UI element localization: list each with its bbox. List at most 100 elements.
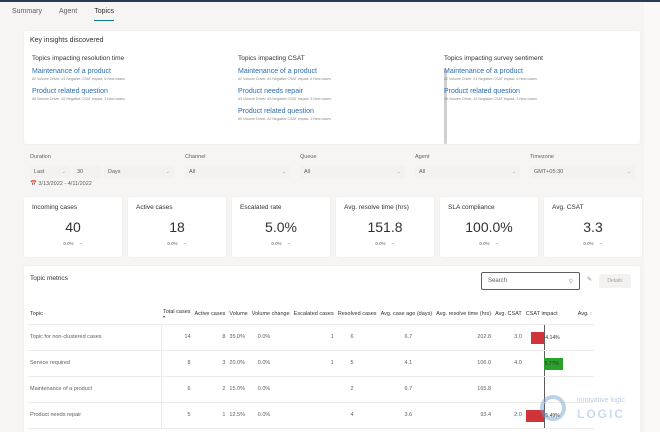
- timezone-label: Timezone: [530, 154, 554, 160]
- cell-avg-resolve-time: 93.4: [434, 402, 494, 429]
- kpi-value: 5.0%: [265, 219, 297, 235]
- tab-bar: Summary Agent Topics: [12, 8, 114, 21]
- negative-impact-bar: [530, 331, 544, 344]
- cell-avg-resolve-time: 202.8: [434, 324, 494, 351]
- positive-impact-bar: [543, 357, 563, 370]
- cell-avg-resolve-time: 165.8: [434, 376, 494, 403]
- chevron-down-icon: ⌄: [61, 169, 66, 175]
- kpi-label: Active cases: [136, 204, 173, 211]
- cell-active-cases: 8: [192, 324, 228, 351]
- column-header-avg-truncated[interactable]: Avg. :: [575, 304, 594, 325]
- cell-escalated-cases: 1: [291, 324, 336, 351]
- insight-column-heading: Topics impacting survey sentiment: [444, 55, 543, 62]
- column-header-avg-csat[interactable]: Avg. CSAT: [493, 304, 524, 325]
- search-input[interactable]: Search ⚲: [481, 272, 580, 290]
- column-header-volume[interactable]: Volume: [227, 304, 250, 325]
- search-icon: ⚲: [568, 278, 573, 285]
- kpi-value: 100.0%: [465, 219, 513, 235]
- column-header-csat-impact[interactable]: CSAT impact: [523, 304, 576, 325]
- kpi-card-escalated-rate: Escalated rate 5.0% 0.0% --: [232, 197, 330, 257]
- cell-total-cases: 14: [161, 324, 193, 351]
- insight-topic-link[interactable]: Maintenance of a product: [238, 68, 317, 75]
- cell-avg-csat: [493, 376, 524, 403]
- column-header-topic[interactable]: Topic: [28, 304, 161, 325]
- table-row[interactable]: Product needs repair 5 1 12.5% 0.0% 4 3.…: [28, 402, 594, 429]
- column-header-total-cases[interactable]: Total cases ▾: [161, 304, 193, 325]
- cell-csat-impact: [523, 376, 576, 403]
- cell-resolved-cases: 5: [335, 350, 379, 377]
- top-bar: [0, 0, 660, 2]
- timezone-value: GMT+05:30: [534, 169, 564, 175]
- insight-topic-detail: #2 Volume Driver, #1 Negative CSAT impac…: [32, 77, 125, 81]
- kpi-label: Incoming cases: [32, 204, 78, 211]
- kpi-delta: 0.0% --: [375, 241, 395, 246]
- sort-descending-icon: ▾: [163, 314, 166, 320]
- kpi-delta: 0.0% --: [583, 241, 603, 246]
- timezone-select[interactable]: GMT+05:30 ⌄: [530, 166, 635, 178]
- chevron-down-icon: ⌄: [511, 169, 516, 175]
- tab-summary[interactable]: Summary: [12, 8, 42, 15]
- cell-active-cases: 2: [192, 376, 228, 403]
- kpi-value: 18: [169, 219, 185, 235]
- insight-topic-detail: #5 Volume Driver, #2 Negative CSAT impac…: [238, 117, 331, 121]
- negative-impact-bar: [525, 409, 544, 422]
- duration-label: Duration: [30, 154, 51, 160]
- cell-avg-case-age: 3.6: [378, 402, 435, 429]
- kpi-card-avg-resolve-time: Avg. resolve time (hrs) 151.8 0.0% --: [336, 197, 434, 257]
- insight-topic-detail: #5 Volume Driver, #2 Negative CSAT impac…: [32, 97, 125, 101]
- queue-select[interactable]: All ⌄: [300, 166, 405, 178]
- column-header-volume-change[interactable]: Volume change: [249, 304, 292, 325]
- duration-unit-select[interactable]: Days ⌄: [104, 166, 174, 178]
- insight-topic-link[interactable]: Product needs repair: [238, 88, 303, 95]
- kpi-delta: 0.0% --: [271, 241, 291, 246]
- table-row[interactable]: Topic for non-clustered cases 14 8 35.0%…: [28, 324, 594, 351]
- cell-topic: Maintenance of a product: [28, 376, 162, 403]
- cell-escalated-cases: 1: [291, 350, 336, 377]
- kpi-card-active-cases: Active cases 18 0.0% --: [128, 197, 226, 257]
- duration-count-input[interactable]: 30: [73, 166, 101, 178]
- insight-column-heading: Topics impacting resolution time: [32, 55, 125, 62]
- insight-topic-link[interactable]: Maintenance of a product: [444, 68, 523, 75]
- insight-column-survey-sentiment: Topics impacting survey sentiment Mainte…: [444, 55, 634, 108]
- tab-topics[interactable]: Topics: [94, 8, 114, 21]
- cell-avg-csat: 3.0: [493, 324, 524, 351]
- agent-value: All: [419, 169, 426, 175]
- table-row[interactable]: Maintenance of a product 6 2 15.0% 0.0% …: [28, 376, 594, 403]
- column-header-avg-resolve-time[interactable]: Avg. resolve time (hrs): [434, 304, 494, 325]
- cell-csat-impact: 5.77%: [523, 350, 576, 377]
- insight-topic-link[interactable]: Maintenance of a product: [32, 68, 111, 75]
- column-header-avg-case-age[interactable]: Avg. case age (days): [378, 304, 435, 325]
- table-row[interactable]: Service required 8 3 20.0% 0.0% 1 5 4.1 …: [28, 350, 594, 377]
- clear-filter-icon[interactable]: ✎: [587, 277, 593, 283]
- calendar-icon: 📅: [30, 181, 37, 187]
- insight-column-csat: Topics impacting CSAT Maintenance of a p…: [238, 55, 428, 128]
- key-insights-title: Key insights discovered: [30, 37, 104, 44]
- right-edge-panel: [644, 2, 660, 432]
- chevron-down-icon: ⌄: [626, 169, 631, 175]
- kpi-card-sla-compliance: SLA compliance 100.0% 0.0% --: [440, 197, 538, 257]
- insights-scrollbar[interactable]: [444, 69, 447, 144]
- cell-topic: Service required: [28, 350, 162, 377]
- kpi-label: Avg. CSAT: [552, 204, 584, 211]
- cell-resolved-cases: 4: [335, 402, 379, 429]
- channel-select[interactable]: All ⌄: [185, 166, 290, 178]
- agent-select[interactable]: All ⌄: [415, 166, 520, 178]
- duration-mode-select[interactable]: Last ⌄: [30, 166, 70, 178]
- column-header-escalated-cases[interactable]: Escalated cases: [291, 304, 336, 325]
- table-header-row: Topic Total cases ▾ Active cases Volume V…: [28, 304, 594, 325]
- column-header-resolved-cases[interactable]: Resolved cases: [335, 304, 379, 325]
- details-button[interactable]: Details: [599, 274, 631, 288]
- tab-agent[interactable]: Agent: [58, 8, 78, 15]
- topic-metrics-card: Topic metrics Search ⚲ ✎ Details Topic T…: [24, 266, 640, 432]
- insight-topic-link[interactable]: Product related question: [444, 88, 520, 95]
- cell-volume-change: 0.0%: [249, 376, 292, 403]
- kpi-card-incoming-cases: Incoming cases 40 0.0% --: [24, 197, 122, 257]
- column-header-active-cases[interactable]: Active cases: [192, 304, 228, 325]
- cell-avg-resolve-time: 106.0: [434, 350, 494, 377]
- kpi-delta: 0.0% --: [167, 241, 187, 246]
- cell-resolved-cases: 2: [335, 376, 379, 403]
- insight-topic-link[interactable]: Product related question: [238, 108, 314, 115]
- cell-topic: Topic for non-clustered cases: [28, 324, 162, 351]
- cell-volume-change: 0.0%: [249, 402, 292, 429]
- insight-topic-link[interactable]: Product related question: [32, 88, 108, 95]
